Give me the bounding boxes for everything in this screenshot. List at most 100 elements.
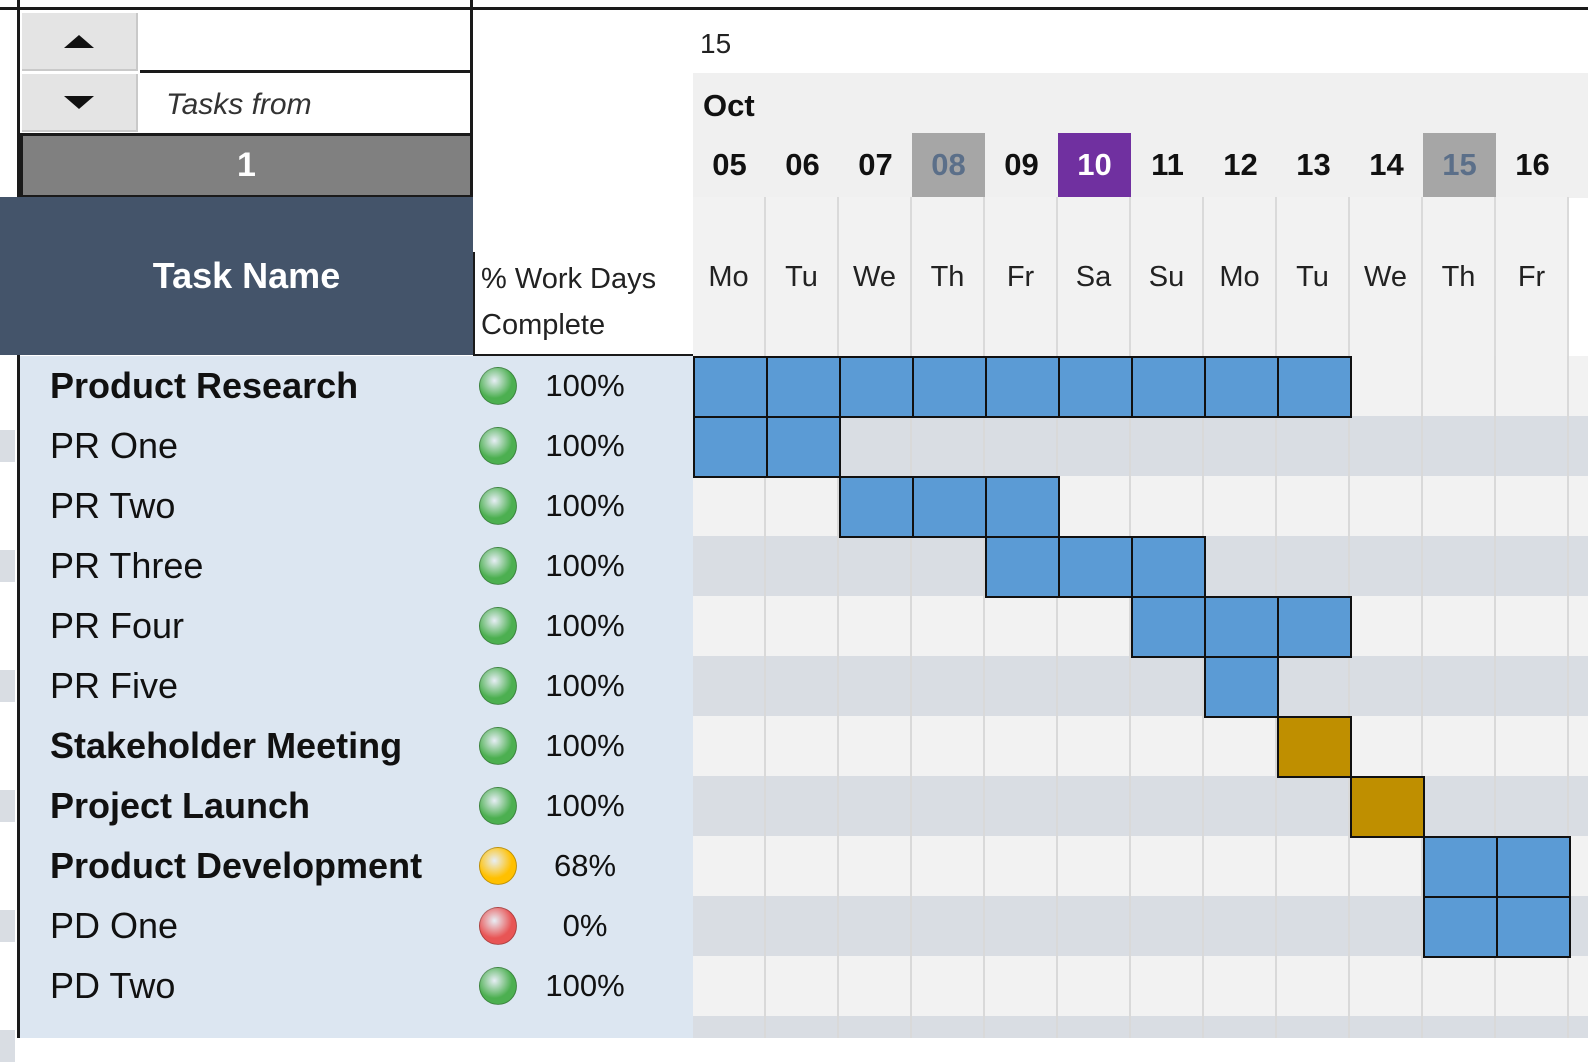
gantt-bar-segment[interactable]: [912, 476, 987, 538]
gantt-bar-segment[interactable]: [1204, 596, 1279, 658]
timeline-cell[interactable]: [1277, 656, 1350, 716]
timeline-cell[interactable]: [1277, 956, 1350, 1016]
task-name[interactable]: PR Three: [50, 545, 204, 586]
timeline-cell[interactable]: [839, 596, 912, 656]
timeline-cell[interactable]: [839, 416, 912, 476]
timeline-cell[interactable]: [1277, 536, 1350, 596]
timeline-cell[interactable]: [839, 836, 912, 896]
timeline-cell[interactable]: [1423, 536, 1496, 596]
timeline-cell[interactable]: [912, 1016, 985, 1038]
timeline-cell[interactable]: [839, 956, 912, 1016]
timeline-cell[interactable]: [985, 716, 1058, 776]
timeline-cell[interactable]: [1496, 656, 1569, 716]
timeline-cell[interactable]: [1277, 1016, 1350, 1038]
task-name[interactable]: PR Two: [50, 485, 176, 526]
timeline-cell[interactable]: [1204, 836, 1277, 896]
task-name[interactable]: PD One: [50, 905, 179, 946]
timeline-cell[interactable]: [1204, 896, 1277, 956]
timeline-cell[interactable]: [1350, 956, 1423, 1016]
task-name[interactable]: PR Five: [50, 665, 179, 706]
timeline-cell[interactable]: [1058, 596, 1131, 656]
timeline-cell[interactable]: [1204, 476, 1277, 536]
timeline-cell[interactable]: [1131, 776, 1204, 836]
timeline-cell[interactable]: [1496, 1016, 1569, 1038]
timeline-cell[interactable]: [1350, 356, 1423, 416]
timeline-cell[interactable]: [1058, 776, 1131, 836]
timeline-cell[interactable]: [1204, 716, 1277, 776]
gantt-bar-segment[interactable]: [839, 356, 914, 418]
timeline-cell[interactable]: [1204, 1016, 1277, 1038]
timeline-cell[interactable]: [693, 836, 766, 896]
gantt-bar-segment[interactable]: [1058, 356, 1133, 418]
timeline-cell[interactable]: [693, 1016, 766, 1038]
timeline-cell[interactable]: [1058, 1016, 1131, 1038]
timeline-cell[interactable]: [985, 836, 1058, 896]
timeline-cell[interactable]: [766, 956, 839, 1016]
timeline-cell[interactable]: [1423, 596, 1496, 656]
gantt-bar-segment[interactable]: [1350, 776, 1425, 838]
timeline-cell[interactable]: [693, 776, 766, 836]
timeline-cell[interactable]: [912, 896, 985, 956]
timeline-cell[interactable]: [839, 716, 912, 776]
timeline-cell[interactable]: [1277, 836, 1350, 896]
timeline-cell[interactable]: [1496, 416, 1569, 476]
timeline-cell[interactable]: [693, 896, 766, 956]
timeline-cell[interactable]: [1423, 656, 1496, 716]
timeline-cell[interactable]: [1423, 356, 1496, 416]
scroll-up-button[interactable]: [22, 13, 138, 71]
timeline-cell[interactable]: [1496, 956, 1569, 1016]
timeline-cell[interactable]: [985, 1016, 1058, 1038]
timeline-cell[interactable]: [912, 836, 985, 896]
timeline-cell[interactable]: [985, 416, 1058, 476]
gantt-bar-segment[interactable]: [1204, 356, 1279, 418]
gantt-bar-segment[interactable]: [1204, 656, 1279, 718]
timeline-cell[interactable]: [1350, 416, 1423, 476]
gantt-bar-segment[interactable]: [1277, 356, 1352, 418]
timeline-cell[interactable]: [1350, 476, 1423, 536]
timeline-cell[interactable]: [1350, 536, 1423, 596]
timeline-cell[interactable]: [1277, 476, 1350, 536]
timeline-cell[interactable]: [766, 476, 839, 536]
task-name[interactable]: PR One: [50, 425, 179, 466]
gantt-bar-segment[interactable]: [1423, 836, 1498, 898]
gantt-bar-segment[interactable]: [1131, 536, 1206, 598]
task-name[interactable]: PD Two: [50, 965, 176, 1006]
timeline-cell[interactable]: [1423, 716, 1496, 776]
timeline-cell[interactable]: [693, 716, 766, 776]
start-index-field[interactable]: 1: [20, 133, 473, 198]
timeline-cell[interactable]: [1350, 596, 1423, 656]
timeline-cell[interactable]: [1423, 956, 1496, 1016]
timeline-cell[interactable]: [1350, 836, 1423, 896]
timeline-cell[interactable]: [766, 896, 839, 956]
timeline-cell[interactable]: [1058, 656, 1131, 716]
timeline-cell[interactable]: [1423, 476, 1496, 536]
timeline-cell[interactable]: [985, 596, 1058, 656]
gantt-bar-segment[interactable]: [985, 476, 1060, 538]
timeline-cell[interactable]: [766, 596, 839, 656]
gantt-bar-segment[interactable]: [1496, 836, 1571, 898]
gantt-bar-segment[interactable]: [1277, 596, 1352, 658]
timeline-cell[interactable]: [766, 656, 839, 716]
task-name[interactable]: Product Development: [50, 845, 423, 886]
timeline-cell[interactable]: [693, 596, 766, 656]
task-name[interactable]: PR Four: [50, 605, 185, 646]
timeline-cell[interactable]: [1423, 416, 1496, 476]
timeline-cell[interactable]: [912, 596, 985, 656]
timeline-cell[interactable]: [693, 656, 766, 716]
timeline-cell[interactable]: [912, 716, 985, 776]
timeline-cell[interactable]: [766, 776, 839, 836]
timeline-cell[interactable]: [1058, 416, 1131, 476]
timeline-cell[interactable]: [1204, 956, 1277, 1016]
timeline-cell[interactable]: [1496, 776, 1569, 836]
timeline-cell[interactable]: [1131, 896, 1204, 956]
timeline-cell[interactable]: [1131, 656, 1204, 716]
timeline-cell[interactable]: [1131, 956, 1204, 1016]
timeline-cell[interactable]: [912, 956, 985, 1016]
timeline-cell[interactable]: [1277, 416, 1350, 476]
gantt-bar-segment[interactable]: [912, 356, 987, 418]
timeline-cell[interactable]: [1496, 476, 1569, 536]
gantt-bar-segment[interactable]: [693, 356, 768, 418]
timeline-cell[interactable]: [1131, 1016, 1204, 1038]
timeline-cell[interactable]: [839, 1016, 912, 1038]
gantt-bar-segment[interactable]: [985, 536, 1060, 598]
